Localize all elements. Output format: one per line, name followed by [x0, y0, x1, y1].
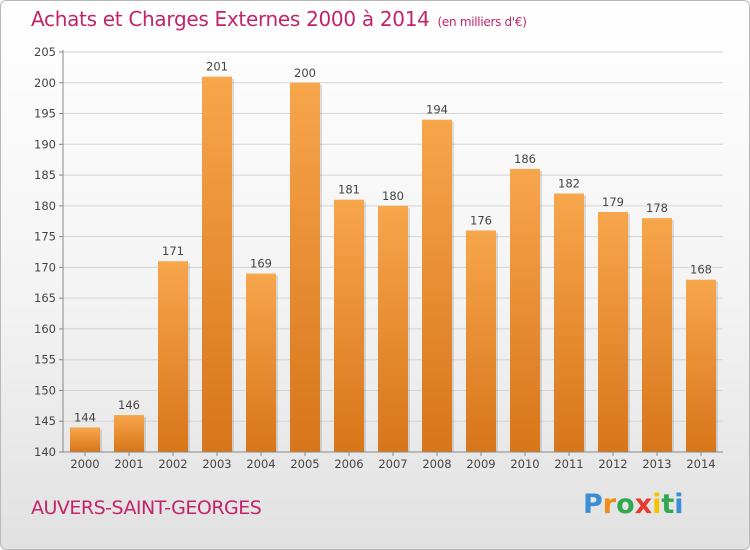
x-tick-label: 2005 — [290, 457, 319, 471]
bar — [510, 168, 540, 452]
logo-letter: r — [602, 489, 617, 520]
commune-name: AUVERS-SAINT-GEORGES — [31, 497, 262, 519]
y-tick-label: 165 — [34, 291, 56, 305]
y-tick-label: 145 — [34, 414, 56, 428]
y-tick-label: 200 — [34, 76, 56, 90]
x-tick-label: 2012 — [598, 457, 627, 471]
labels: 1401451501551601651701751801851901952002… — [34, 45, 716, 471]
data-label: 144 — [74, 410, 96, 424]
y-tick-label: 195 — [34, 107, 56, 121]
data-label: 181 — [338, 183, 360, 197]
logo-letter: i — [674, 489, 684, 520]
bar — [334, 199, 364, 452]
data-label: 182 — [558, 177, 580, 191]
y-tick-label: 180 — [34, 199, 56, 213]
y-tick-label: 185 — [34, 168, 56, 182]
chart-title: Achats et Charges Externes 2000 à 2014 (e… — [31, 7, 527, 31]
y-tick-label: 175 — [34, 230, 56, 244]
data-label: 168 — [690, 263, 712, 277]
proxiti-logo: Proxiti — [583, 489, 684, 520]
bar — [554, 193, 584, 453]
x-tick-label: 2002 — [158, 457, 187, 471]
x-tick-label: 2000 — [70, 457, 99, 471]
bar — [290, 82, 320, 453]
data-label: 201 — [206, 60, 228, 74]
y-tick-label: 140 — [34, 445, 56, 459]
bar — [466, 230, 496, 452]
data-label: 146 — [118, 398, 140, 412]
chart-title-text: Achats et Charges Externes 2000 à 2014 — [31, 7, 430, 31]
data-label: 180 — [382, 189, 404, 203]
data-label: 179 — [602, 195, 624, 209]
bar — [686, 279, 716, 452]
data-label: 186 — [514, 152, 536, 166]
x-tick-label: 2004 — [246, 457, 275, 471]
bar — [378, 205, 408, 452]
logo-letter: t — [661, 489, 675, 520]
data-label: 171 — [162, 244, 184, 258]
bar — [642, 218, 672, 452]
logo-letter: P — [583, 489, 603, 520]
bar — [70, 427, 100, 452]
y-tick-label: 205 — [34, 45, 56, 59]
x-tick-label: 2011 — [554, 457, 583, 471]
axes — [59, 50, 723, 456]
x-tick-label: 2010 — [510, 457, 539, 471]
y-tick-label: 170 — [34, 260, 56, 274]
y-tick-label: 155 — [34, 353, 56, 367]
data-label: 194 — [426, 103, 448, 117]
data-label: 169 — [250, 257, 272, 271]
logo-letter: x — [634, 489, 653, 520]
bars — [70, 76, 718, 453]
y-tick-label: 190 — [34, 137, 56, 151]
bar — [158, 261, 188, 452]
x-tick-label: 2008 — [422, 457, 451, 471]
x-tick-label: 2003 — [202, 457, 231, 471]
y-tick-label: 150 — [34, 383, 56, 397]
bar — [598, 212, 628, 452]
bar — [246, 273, 276, 452]
x-tick-label: 2006 — [334, 457, 363, 471]
data-label: 200 — [294, 66, 316, 80]
data-label: 176 — [470, 213, 492, 227]
x-tick-label: 2013 — [642, 457, 671, 471]
x-tick-label: 2014 — [686, 457, 715, 471]
bar — [422, 119, 452, 452]
logo-letter: i — [652, 489, 662, 520]
data-label: 178 — [646, 201, 668, 215]
bar — [114, 415, 144, 452]
logo-letter: o — [616, 489, 635, 520]
y-tick-label: 160 — [34, 322, 56, 336]
x-tick-label: 2001 — [114, 457, 143, 471]
bar — [202, 76, 232, 452]
x-tick-label: 2007 — [378, 457, 407, 471]
chart-subtitle: (en milliers d'€) — [437, 15, 527, 29]
x-tick-label: 2009 — [466, 457, 495, 471]
